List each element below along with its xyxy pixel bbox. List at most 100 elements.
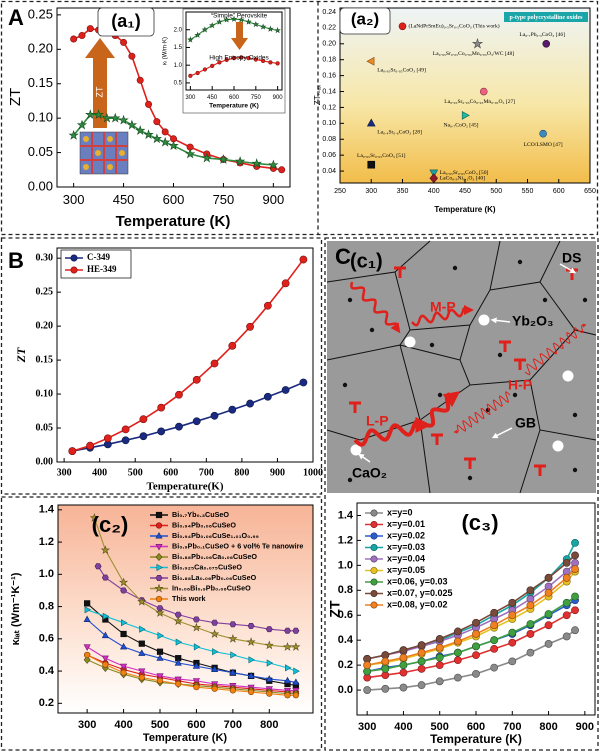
- marker: [291, 642, 301, 651]
- marker: [139, 415, 148, 424]
- legend-label: Bi₀.₉₂₅Ca₀.₀₇₅CuSeO: [172, 562, 242, 571]
- marker: [562, 598, 571, 607]
- y-axis-label: ZT: [327, 600, 343, 618]
- marker: [187, 36, 194, 43]
- y-tick-label: 0.8: [338, 584, 353, 596]
- marker: [508, 628, 517, 637]
- y-axis-label: ZT: [14, 347, 28, 363]
- marker: [268, 60, 273, 65]
- y-tick-label: 0.6: [39, 633, 54, 645]
- series-group: [83, 513, 301, 699]
- marker: [174, 676, 182, 684]
- marker: [571, 592, 579, 601]
- marker: [201, 152, 212, 163]
- marker: [138, 674, 145, 681]
- y-tick-label: 0.30: [36, 252, 54, 263]
- marker: [251, 158, 262, 168]
- chart: 300 400 500 600 700 800 0.2 0.4 0.6 0.8 1.0 1.2 1.4 T…: [10, 504, 314, 744]
- marker: [83, 655, 91, 664]
- plot-frame: [356, 502, 596, 716]
- x-tick-label: 450: [207, 95, 218, 101]
- marker: [94, 563, 102, 570]
- legend-label: Bi₀.₉Pb₀.₁CuSeO + 6 vol% Te nanowire: [172, 541, 303, 550]
- marker: [571, 626, 579, 635]
- diagram-label: Yb₂O₃: [512, 313, 553, 329]
- marker: [490, 663, 499, 672]
- y-axis-label: ZTₘₐₓ: [313, 84, 322, 105]
- x-axis-label: Temperature (K): [116, 213, 231, 230]
- y-tick-label: 0.16: [322, 72, 336, 79]
- marker: [210, 629, 220, 639]
- marker: [562, 611, 571, 620]
- plot-frame: [57, 504, 314, 714]
- legend-label: Bi₀.₉₄Pb₀.₀₆CuSe₁.₀₁O₀.₉₉: [172, 531, 259, 540]
- marker: [121, 436, 130, 445]
- inset-arrow: [231, 22, 248, 50]
- marker: [121, 425, 130, 434]
- point-label: Na₀.₇CoO₂ [45]: [443, 123, 478, 129]
- marker: [103, 434, 112, 443]
- phonon-arrow: [453, 391, 511, 434]
- marker: [247, 622, 255, 629]
- marker: [126, 119, 138, 130]
- marker: [259, 23, 267, 30]
- marker: [137, 596, 147, 606]
- marker: [101, 574, 109, 581]
- marker: [153, 118, 161, 126]
- x-tick-label: 600: [229, 95, 240, 101]
- y-tick-label: 0.22: [322, 25, 336, 32]
- marker: [138, 640, 145, 647]
- marker: [246, 637, 256, 646]
- x-tick-label: 700: [224, 719, 242, 731]
- point-label: La₀.₉₅Sr₀.₀₅Co₀.₉₅Mn₀.₀₅O₃ [27]: [444, 99, 515, 105]
- y-tick-label: 1.2: [39, 536, 54, 548]
- x-axis-label: Temperature(K): [147, 481, 224, 493]
- marker: [399, 653, 408, 662]
- plot-frame: [185, 11, 283, 91]
- marker: [120, 669, 127, 676]
- marker: [155, 574, 163, 582]
- marker: [381, 684, 390, 693]
- plot-frame: [339, 7, 591, 184]
- y-tick-label: 1.0: [174, 63, 183, 69]
- y-axis-label: κₗ (W/m·K): [163, 37, 169, 65]
- marker: [281, 386, 290, 394]
- panel-label: B: [8, 248, 24, 273]
- x-tick-label: 300: [78, 719, 96, 731]
- panel-label: A: [8, 5, 24, 30]
- marker: [138, 668, 146, 676]
- series-line: [367, 609, 576, 679]
- marker: [247, 671, 255, 679]
- marker: [101, 655, 109, 663]
- marker: [83, 615, 91, 623]
- marker: [366, 118, 376, 127]
- legend-label: Bi₀.₇Yb₀.₃CuSeO: [172, 510, 229, 519]
- title-box: [339, 7, 391, 35]
- x-tick-label: 900: [576, 721, 594, 733]
- legend-label: Bi₀.₈₈Pb₀.₀₆Ca₀.₀₆CuSeO: [172, 552, 257, 561]
- marker: [238, 16, 245, 23]
- grain-diagram: [326, 240, 597, 494]
- x-tick-label: 600: [163, 467, 178, 478]
- marker: [118, 577, 129, 587]
- marker: [544, 640, 553, 648]
- marker: [86, 441, 94, 450]
- y-tick-label: 0.6: [338, 609, 353, 621]
- marker: [370, 601, 378, 609]
- marker: [472, 651, 480, 660]
- x-tick-label: 800: [539, 721, 557, 733]
- marker: [68, 129, 79, 140]
- marker: [417, 641, 426, 650]
- marker: [292, 627, 300, 634]
- marker: [399, 661, 408, 670]
- marker: [228, 341, 237, 350]
- annotation: ZT: [94, 86, 104, 97]
- x-tick-label: 500: [490, 188, 502, 195]
- marker: [508, 611, 517, 620]
- marker: [472, 669, 480, 678]
- marker: [228, 405, 237, 414]
- y-tick-label: 0.0: [338, 684, 353, 696]
- marker: [264, 640, 274, 650]
- title-box: [97, 7, 155, 37]
- marker: [381, 664, 390, 673]
